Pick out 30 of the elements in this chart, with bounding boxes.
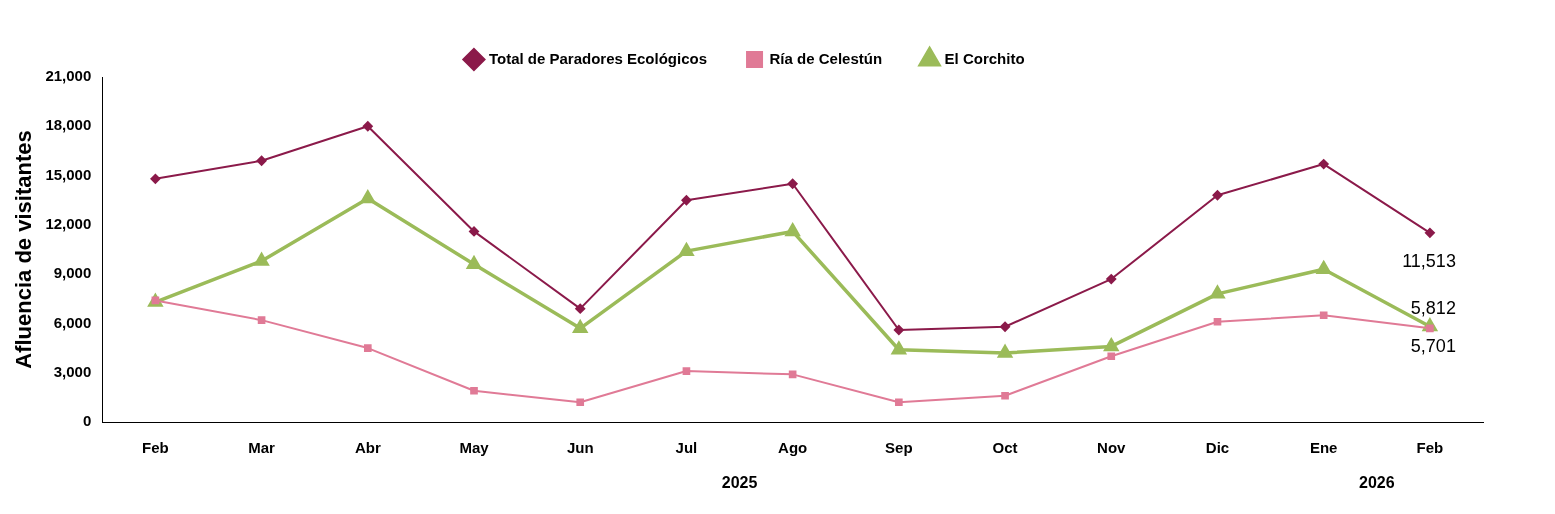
legend-label: Ría de Celestún: [769, 49, 883, 67]
y-tick-label: 15,000: [45, 165, 92, 183]
x-tick-label: Sep: [885, 439, 913, 457]
data-label: 11,513: [1402, 250, 1456, 271]
data-label: 5,701: [1410, 336, 1456, 357]
x-tick-label: Jul: [675, 439, 698, 457]
legend-label: Total de Paradores Ecológicos: [488, 49, 708, 67]
x-tick-label: Oct: [992, 439, 1018, 457]
y-tick-label: 0: [82, 412, 92, 430]
y-axis-title: Afluencia de visitantes: [11, 130, 37, 369]
x-tick-label: Feb: [1416, 439, 1444, 457]
data-label: 5,812: [1410, 298, 1456, 319]
y-tick-label: 18,000: [45, 116, 92, 134]
x-tick-label: Mar: [248, 439, 276, 457]
x-tick-label: Ene: [1309, 439, 1338, 457]
legend-label: El Corchito: [944, 49, 1025, 67]
x-tick-label: Jun: [566, 439, 594, 457]
text: 2026: [1358, 474, 1395, 492]
x-tick-label: Ago: [778, 439, 808, 457]
y-tick-label: 21,000: [45, 67, 92, 85]
x-tick-label: May: [459, 439, 490, 457]
y-tick-label: 3,000: [53, 362, 92, 380]
y-tick-label: 6,000: [53, 313, 92, 331]
y-tick-label: 12,000: [45, 215, 92, 232]
text: 2025: [721, 474, 758, 492]
x-tick-label: Feb: [142, 439, 169, 457]
x-tick-label: Nov: [1097, 439, 1127, 457]
x-tick-label: Abr: [354, 439, 381, 457]
y-tick-label: 9,000: [53, 264, 92, 282]
x-tick-label: Dic: [1205, 439, 1230, 457]
